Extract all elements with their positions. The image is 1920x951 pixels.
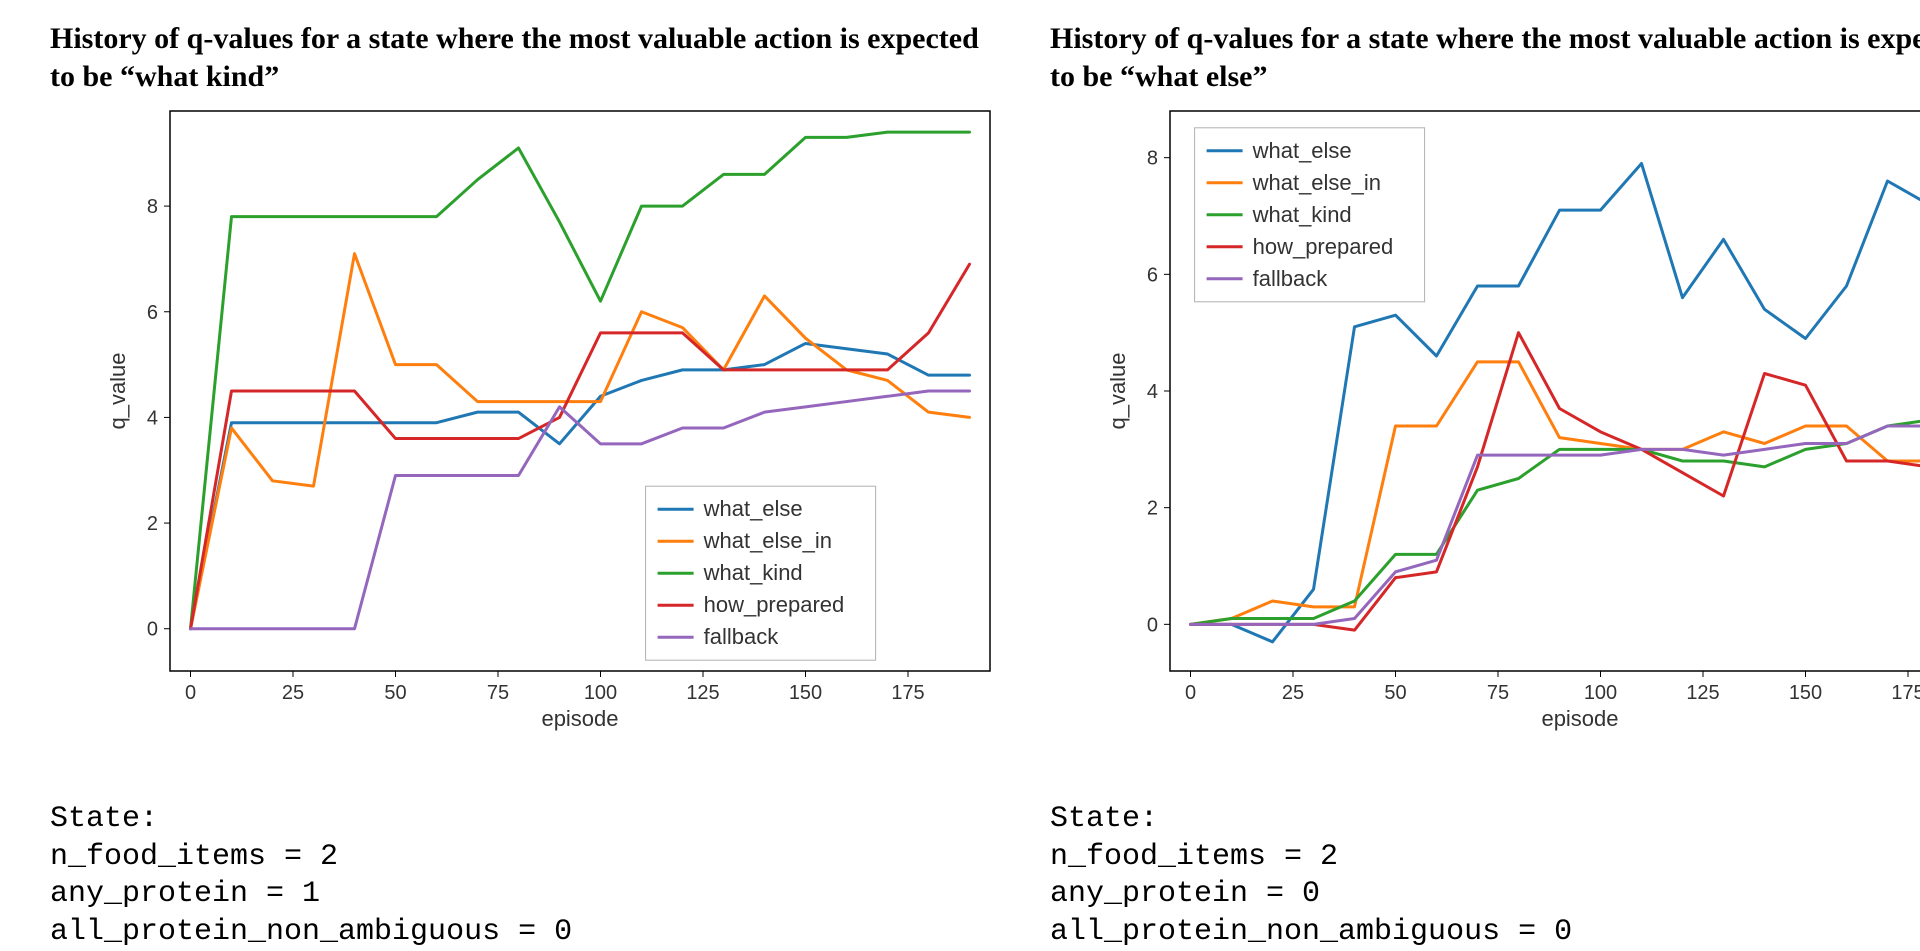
left-chart-wrap: 0 25 50 75 100 125 150 175 episode 0 2 4 6 8 q_valuewh…: [110, 101, 1010, 741]
left-state-block: State: n_food_items = 2 any_protein = 1 …: [50, 801, 1010, 951]
y-tick-label: 2: [1147, 498, 1158, 520]
legend-label: what_else_in: [703, 528, 832, 553]
right-panel: History of q-values for a state where th…: [1030, 20, 1920, 929]
x-tick-label: 50: [384, 682, 406, 704]
legend-label: fallback: [704, 624, 780, 649]
x-tick-label: 0: [1185, 682, 1196, 704]
x-tick-label: 25: [282, 682, 304, 704]
left-chart-title: History of q-values for a state where th…: [50, 20, 1010, 95]
legend-label: what_else: [1252, 138, 1352, 163]
legend-label: what_else_in: [1252, 170, 1381, 195]
x-tick-label: 125: [686, 682, 719, 704]
x-tick-label: 150: [1789, 682, 1822, 704]
right-chart: 0 25 50 75 100 125 150 175 episode 0 2 4 6 8 q_value wh…: [1110, 101, 1920, 741]
y-tick-label: 0: [1147, 614, 1158, 636]
y-tick-label: 8: [147, 196, 158, 218]
page-root: History of q-values for a state where th…: [0, 0, 1920, 949]
legend-label: how_prepared: [1253, 234, 1394, 259]
x-tick-label: 100: [584, 682, 617, 704]
y-tick-label: 6: [1147, 264, 1158, 286]
x-tick-label: 150: [789, 682, 822, 704]
legend: what_else what_else_in what_kind how_prepar…: [1195, 128, 1425, 302]
legend-label: fallback: [1253, 266, 1329, 291]
y-tick-label: 0: [147, 619, 158, 641]
x-axis-label: episode: [1541, 706, 1618, 731]
right-chart-title: History of q-values for a state where th…: [1050, 20, 1920, 95]
y-tick-label: 6: [147, 302, 158, 324]
x-tick-label: 75: [487, 682, 509, 704]
y-tick-label: 8: [1147, 148, 1158, 170]
y-tick-label: 4: [1147, 381, 1158, 403]
x-tick-label: 125: [1686, 682, 1719, 704]
x-axis-label: episode: [541, 706, 618, 731]
x-tick-label: 50: [1384, 682, 1406, 704]
legend-label: what_else: [703, 496, 803, 521]
right-state-block: State: n_food_items = 2 any_protein = 0 …: [1050, 801, 1920, 951]
x-tick-label: 75: [1487, 682, 1509, 704]
y-axis-label: q_value: [110, 352, 130, 429]
x-tick-label: 175: [1891, 682, 1920, 704]
x-tick-label: 25: [1282, 682, 1304, 704]
y-tick-label: 2: [147, 513, 158, 535]
legend-label: what_kind: [703, 560, 803, 585]
left-panel: History of q-values for a state where th…: [30, 20, 1030, 929]
x-tick-label: 175: [891, 682, 924, 704]
legend-label: how_prepared: [704, 592, 845, 617]
y-axis-label: q_value: [1110, 352, 1130, 429]
legend-label: what_kind: [1252, 202, 1352, 227]
x-tick-label: 100: [1584, 682, 1617, 704]
legend: what_else what_else_in what_kind how_prepar…: [646, 486, 876, 660]
x-tick-label: 0: [185, 682, 196, 704]
y-tick-label: 4: [147, 407, 158, 429]
left-chart: 0 25 50 75 100 125 150 175 episode 0 2 4 6 8 q_valuewh…: [110, 101, 1010, 741]
right-chart-wrap: 0 25 50 75 100 125 150 175 episode 0 2 4 6 8 q_value wh…: [1110, 101, 1920, 741]
